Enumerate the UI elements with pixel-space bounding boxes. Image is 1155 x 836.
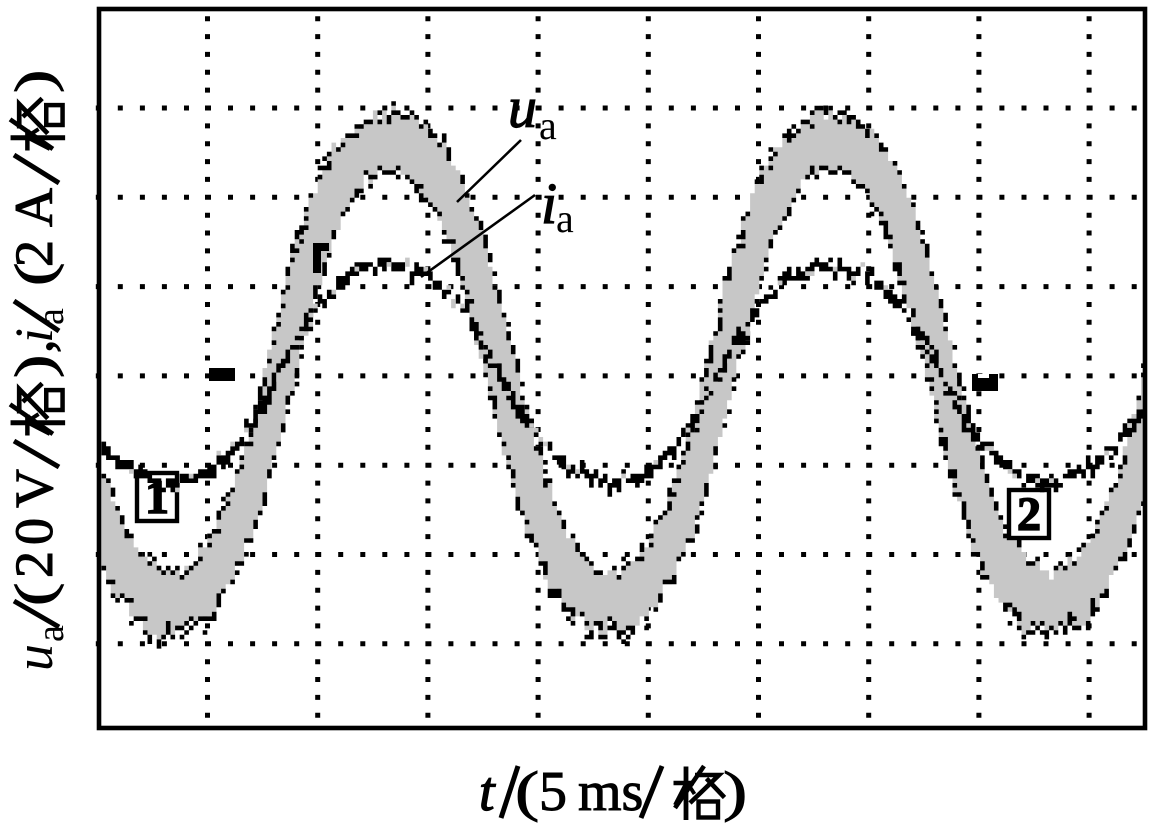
- svg-text:(: (: [4, 583, 64, 606]
- svg-text:2: 2: [4, 240, 64, 267]
- svg-text:a: a: [30, 625, 72, 642]
- svg-text:1: 1: [145, 471, 169, 524]
- svg-text:u: u: [4, 644, 64, 671]
- svg-text:(: (: [4, 263, 64, 286]
- svg-text:20: 20: [4, 512, 64, 578]
- svg-text:2: 2: [1017, 488, 1041, 541]
- svg-text:5: 5: [539, 761, 567, 823]
- svg-text:a: a: [556, 196, 574, 241]
- svg-text:): ): [4, 70, 64, 93]
- svg-text:(: (: [515, 761, 539, 823]
- svg-text:i: i: [541, 171, 557, 236]
- svg-text:): ): [723, 761, 747, 823]
- svg-text:i: i: [4, 328, 64, 343]
- svg-text:): ): [4, 355, 64, 378]
- svg-text:ms: ms: [578, 761, 643, 823]
- svg-text:,: ,: [4, 340, 64, 354]
- svg-text:V: V: [4, 469, 64, 508]
- svg-text:t: t: [479, 761, 496, 823]
- svg-text:u: u: [508, 75, 537, 140]
- svg-text:A: A: [4, 188, 64, 227]
- svg-text:a: a: [539, 103, 557, 148]
